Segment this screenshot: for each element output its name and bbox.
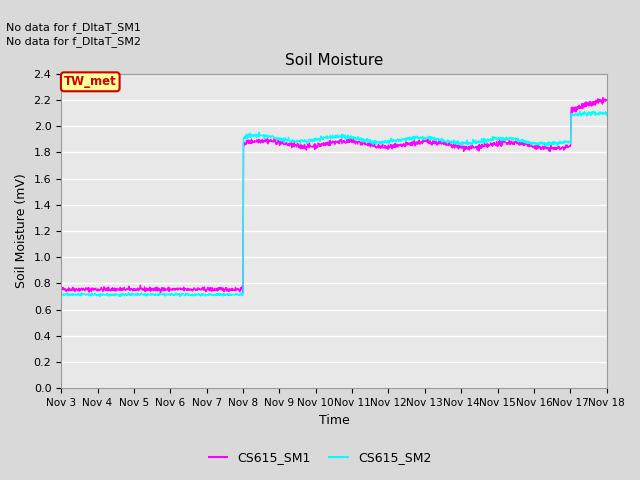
Text: No data for f_DltaT_SM2: No data for f_DltaT_SM2 <box>6 36 141 47</box>
Text: TW_met: TW_met <box>64 75 116 88</box>
Title: Soil Moisture: Soil Moisture <box>285 53 383 68</box>
Legend: CS615_SM1, CS615_SM2: CS615_SM1, CS615_SM2 <box>204 446 436 469</box>
Y-axis label: Soil Moisture (mV): Soil Moisture (mV) <box>15 174 28 288</box>
X-axis label: Time: Time <box>319 414 349 427</box>
Text: No data for f_DltaT_SM1: No data for f_DltaT_SM1 <box>6 22 141 33</box>
